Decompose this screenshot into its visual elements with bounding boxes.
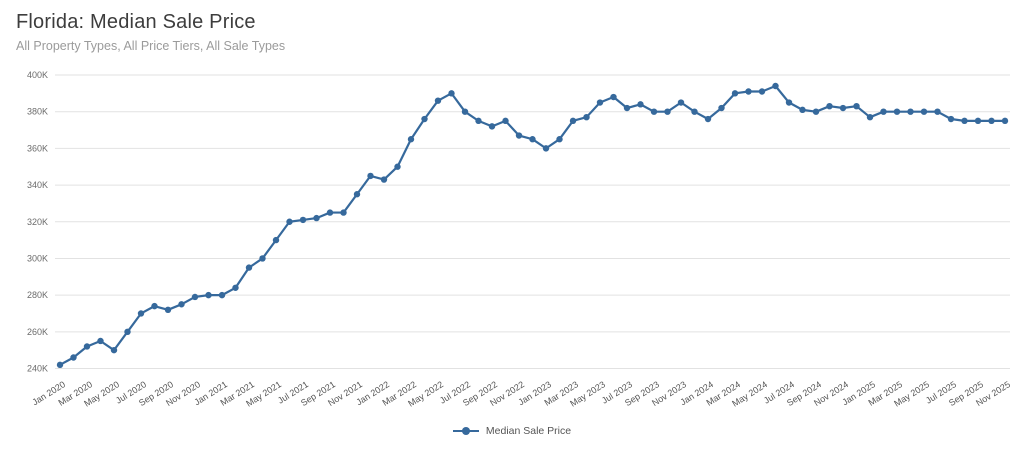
y-axis-tick-label: 320K bbox=[27, 217, 48, 227]
data-point-apr-2021 bbox=[259, 255, 266, 262]
data-point-may-2024 bbox=[758, 88, 766, 95]
data-point-mar-2021 bbox=[245, 264, 253, 271]
data-point-mar-2024 bbox=[731, 90, 739, 97]
data-point-apr-2023 bbox=[583, 113, 590, 121]
data-point-jan-2022 bbox=[380, 176, 388, 183]
data-point-apr-2025 bbox=[907, 108, 914, 115]
data-point-jun-2020 bbox=[124, 328, 131, 336]
data-point-mar-2022 bbox=[407, 136, 415, 143]
data-point-dec-2021 bbox=[367, 172, 374, 180]
data-point-aug-2021 bbox=[313, 214, 320, 222]
data-point-dec-2023 bbox=[691, 108, 698, 115]
page-title: Florida: Median Sale Price bbox=[16, 11, 256, 33]
data-point-feb-2021 bbox=[232, 284, 239, 291]
data-point-jun-2023 bbox=[610, 93, 617, 101]
y-axis-tick-label: 300K bbox=[27, 253, 48, 263]
y-axis-tick-label: 400K bbox=[27, 70, 48, 80]
data-point-oct-2021 bbox=[340, 209, 347, 216]
data-point-may-2022 bbox=[434, 97, 442, 104]
data-point-aug-2025 bbox=[961, 117, 968, 125]
data-point-aug-2023 bbox=[637, 101, 644, 108]
data-point-apr-2022 bbox=[421, 115, 428, 123]
data-point-nov-2022 bbox=[515, 132, 523, 139]
data-point-jul-2020 bbox=[137, 310, 145, 317]
data-point-jul-2024 bbox=[785, 99, 793, 106]
page-subtitle: All Property Types, All Price Tiers, All… bbox=[16, 39, 286, 53]
data-point-feb-2020 bbox=[70, 354, 77, 361]
data-point-nov-2023 bbox=[677, 99, 685, 106]
legend-item-median-sale-price[interactable]: Median Sale Price bbox=[452, 425, 572, 437]
data-point-apr-2020 bbox=[97, 337, 104, 345]
data-point-sep-2022 bbox=[488, 123, 496, 130]
data-point-sep-2020 bbox=[164, 306, 172, 313]
y-axis-tick-label: 340K bbox=[27, 180, 48, 190]
data-point-jul-2021 bbox=[299, 216, 307, 224]
data-point-nov-2020 bbox=[191, 293, 199, 301]
y-axis-tick-label: 380K bbox=[27, 107, 48, 117]
data-point-mar-2020 bbox=[83, 343, 91, 350]
data-point-nov-2025 bbox=[1001, 117, 1009, 125]
data-point-jul-2022 bbox=[461, 108, 469, 115]
y-axis-tick-label: 280K bbox=[27, 290, 48, 300]
y-axis-tick-label: 260K bbox=[27, 327, 48, 337]
data-point-aug-2022 bbox=[475, 117, 482, 125]
y-axis-tick-label: 240K bbox=[27, 364, 48, 374]
data-point-may-2025 bbox=[920, 108, 928, 115]
legend-line-dot-icon bbox=[452, 427, 479, 435]
data-point-feb-2024 bbox=[718, 104, 725, 112]
data-point-may-2020 bbox=[110, 346, 118, 354]
data-point-aug-2024 bbox=[799, 106, 806, 114]
data-point-feb-2023 bbox=[556, 136, 563, 143]
data-point-oct-2025 bbox=[988, 117, 995, 125]
data-point-oct-2022 bbox=[502, 117, 509, 125]
data-point-dec-2020 bbox=[205, 291, 212, 299]
data-point-jan-2021 bbox=[218, 291, 226, 299]
data-point-may-2021 bbox=[272, 236, 280, 244]
data-point-sep-2021 bbox=[326, 209, 334, 216]
data-point-feb-2025 bbox=[880, 108, 887, 115]
data-point-mar-2025 bbox=[893, 108, 901, 115]
data-point-dec-2022 bbox=[529, 136, 536, 143]
data-point-jun-2021 bbox=[286, 218, 293, 225]
data-point-oct-2023 bbox=[664, 108, 671, 115]
data-point-mar-2023 bbox=[569, 117, 577, 125]
data-point-jul-2025 bbox=[947, 115, 955, 123]
y-axis-tick-label: 360K bbox=[27, 143, 48, 153]
data-point-aug-2020 bbox=[151, 302, 158, 310]
data-point-oct-2024 bbox=[826, 102, 833, 110]
legend-label: Median Sale Price bbox=[485, 425, 572, 437]
data-point-oct-2020 bbox=[178, 301, 185, 308]
data-point-dec-2024 bbox=[853, 102, 860, 110]
data-point-nov-2024 bbox=[839, 104, 847, 112]
data-point-jun-2022 bbox=[448, 90, 455, 97]
series-line-median-sale-price bbox=[58, 84, 1007, 366]
data-point-nov-2021 bbox=[353, 191, 361, 198]
data-point-may-2023 bbox=[596, 99, 604, 106]
data-point-jun-2024 bbox=[772, 82, 779, 90]
data-point-sep-2025 bbox=[974, 117, 982, 125]
data-point-jun-2025 bbox=[934, 108, 941, 115]
data-point-feb-2022 bbox=[394, 163, 401, 170]
legend: Median Sale Price bbox=[0, 425, 1024, 437]
data-point-jan-2023 bbox=[542, 145, 550, 152]
data-point-jan-2020 bbox=[56, 361, 64, 369]
data-point-apr-2024 bbox=[745, 88, 752, 95]
data-point-sep-2024 bbox=[812, 108, 820, 115]
data-point-sep-2023 bbox=[650, 108, 658, 115]
data-point-jul-2023 bbox=[623, 104, 631, 112]
data-point-jan-2024 bbox=[704, 115, 712, 123]
data-point-jan-2025 bbox=[866, 113, 874, 121]
